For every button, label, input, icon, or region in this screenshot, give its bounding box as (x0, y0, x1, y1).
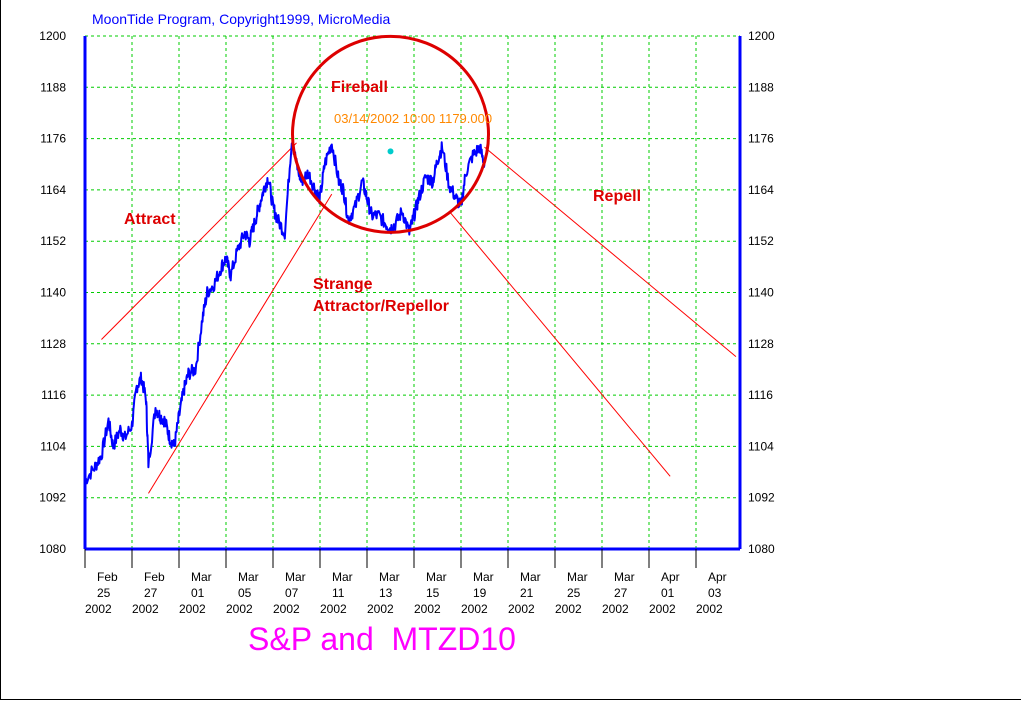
caption: S&P and MTZD10 (248, 621, 516, 657)
x-tick-label: 19 (473, 586, 487, 600)
price-series (84, 141, 486, 485)
x-tick-label: 2002 (414, 602, 441, 616)
x-tick-label: 2002 (132, 602, 159, 616)
y-tick-label: 1140 (40, 286, 66, 300)
x-tick-label: Mar (238, 570, 259, 584)
x-tick-label: Mar (332, 570, 353, 584)
x-tick-label: 2002 (696, 602, 723, 616)
y-tick-label: 1128 (748, 337, 774, 351)
x-tick-label: 21 (520, 586, 534, 600)
x-tick-label: 05 (238, 586, 252, 600)
y-tick-label: 1200 (39, 29, 66, 43)
x-tick-label: 2002 (179, 602, 206, 616)
y-tick-label: 1164 (40, 183, 66, 197)
y-axis-right-ticks: 1080 1092 1104 1116 1128 1140 1152 1164 1176 1188… (748, 29, 775, 556)
x-tick-label: Mar (191, 570, 212, 584)
y-tick-label: 1116 (41, 388, 66, 402)
x-tick-label: 2002 (602, 602, 629, 616)
x-tick-label: 11 (332, 586, 345, 600)
x-tick-label: 2002 (461, 602, 488, 616)
label-attract: Attract (124, 211, 176, 228)
x-tick-label: 25 (97, 586, 111, 600)
label-attractor-repellor: Attractor/Repellor (313, 298, 449, 315)
y-tick-label: 1128 (40, 337, 66, 351)
x-tick-label: 27 (144, 586, 158, 600)
chart-title: MoonTide Program, Copyright1999, MicroMe… (92, 11, 390, 27)
y-tick-label: 1104 (748, 439, 774, 453)
y-tick-label: 1092 (748, 491, 775, 505)
x-tick-label: Mar (285, 570, 306, 584)
x-tick-label: Mar (379, 570, 400, 584)
x-tick-label: 15 (426, 586, 440, 600)
trend-lines (101, 142, 737, 494)
x-tick-label: 2002 (85, 602, 112, 616)
y-tick-label: 1140 (748, 286, 774, 300)
label-fireball: Fireball (331, 79, 388, 96)
trend-line (448, 210, 671, 477)
x-tick-label: Mar (520, 570, 541, 584)
y-axis-left-ticks: 1080 1092 1104 1116 1128 1140 1152 1164 1176 1188… (39, 29, 66, 556)
y-tick-label: 1092 (39, 491, 66, 505)
x-tick-label: 2002 (555, 602, 582, 616)
y-tick-label: 1188 (748, 80, 774, 94)
y-tick-label: 1152 (748, 234, 774, 248)
y-tick-label: 1080 (39, 542, 66, 556)
x-tick-label: Feb (97, 570, 118, 584)
x-tick-label: 01 (661, 586, 675, 600)
x-tick-label: Mar (567, 570, 588, 584)
x-tick-label: 27 (614, 586, 628, 600)
x-tick-label: 03 (708, 586, 722, 600)
trend-line (484, 146, 737, 358)
x-tick-label: 01 (191, 586, 205, 600)
x-tick-label: Apr (708, 570, 727, 584)
grid-lines (84, 35, 740, 550)
x-tick-label: 2002 (649, 602, 676, 616)
y-tick-label: 1188 (40, 80, 66, 94)
trend-line (101, 142, 297, 340)
annotations (291, 34, 490, 234)
y-tick-label: 1164 (748, 183, 774, 197)
x-tick-label: Apr (661, 570, 680, 584)
x-tick-label: 07 (285, 586, 299, 600)
y-tick-label: 1152 (40, 234, 66, 248)
x-tick-label: 13 (379, 586, 393, 600)
y-tick-label: 1176 (748, 132, 774, 146)
x-tick-label: 2002 (273, 602, 300, 616)
price-line (84, 141, 486, 485)
y-tick-label: 1116 (748, 388, 773, 402)
axes (83, 36, 742, 551)
y-tick-label: 1176 (40, 132, 66, 146)
x-tick-label: Mar (614, 570, 635, 584)
x-axis-ticks: Feb 25 2002 Feb 27 2002 Mar 01 2002 Mar 05 2002 Mar 0… (84, 549, 727, 616)
y-tick-label: 1104 (40, 439, 66, 453)
x-tick-label: Mar (473, 570, 494, 584)
x-tick-label: 2002 (508, 602, 535, 616)
fireball-circle (291, 34, 490, 234)
point-label: 03/14/2002 10:00 1179.000 (334, 111, 492, 126)
x-tick-label: 2002 (367, 602, 394, 616)
x-tick-label: Mar (426, 570, 447, 584)
x-tick-label: 2002 (226, 602, 253, 616)
data-point-marker (387, 148, 394, 155)
y-tick-label: 1200 (748, 29, 775, 43)
label-repell: Repell (593, 188, 641, 205)
y-tick-label: 1080 (748, 542, 775, 556)
label-strange: Strange (313, 276, 373, 293)
x-tick-label: 2002 (320, 602, 347, 616)
x-tick-label: 25 (567, 586, 581, 600)
trend-line (148, 193, 333, 494)
x-tick-label: Feb (144, 570, 165, 584)
